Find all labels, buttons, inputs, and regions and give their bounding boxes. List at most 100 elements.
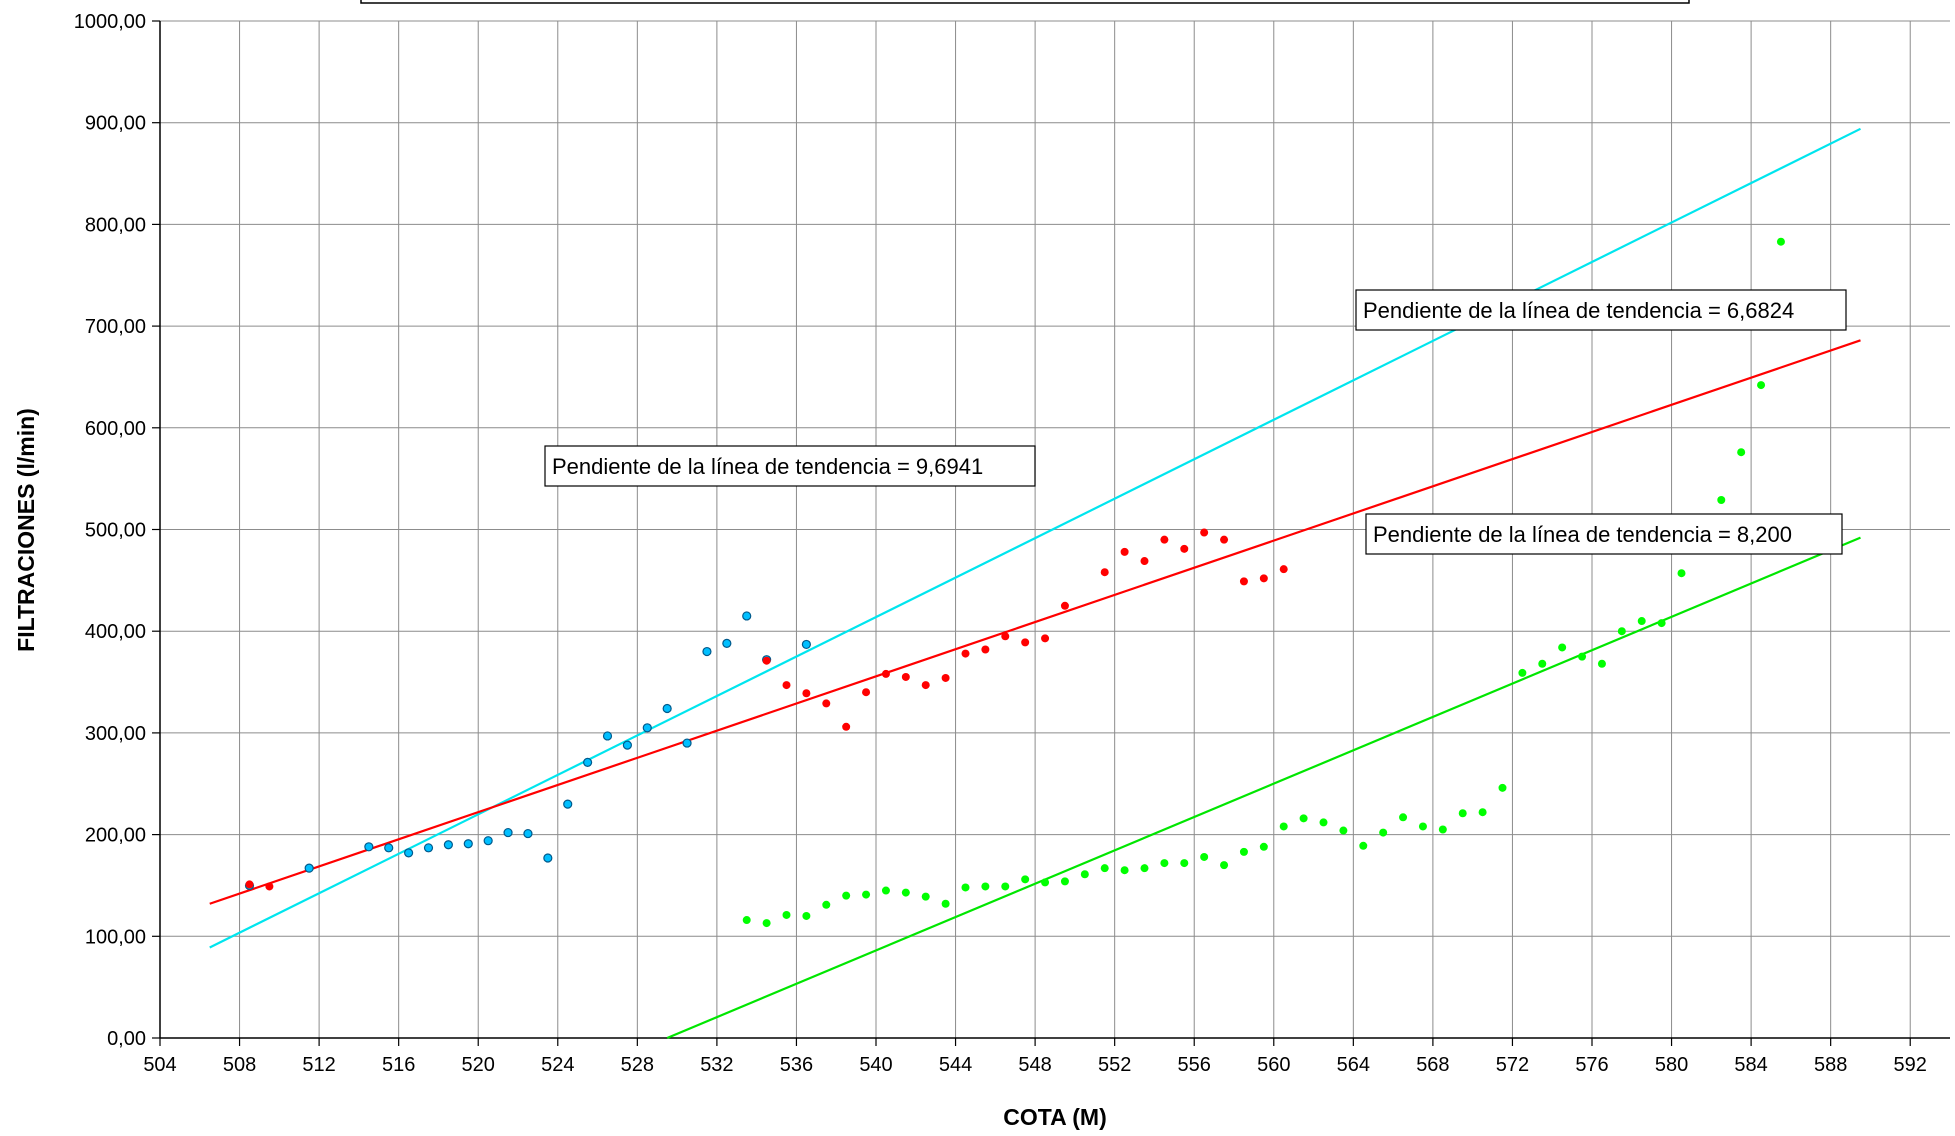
data-point (901, 888, 910, 897)
data-point (1021, 638, 1030, 647)
x-tick-label: 568 (1416, 1054, 1449, 1076)
annotation-text: Pendiente de la línea de tendencia = 6,6… (1363, 298, 1794, 323)
data-point (1538, 659, 1547, 668)
y-tick-label: 700,00 (85, 316, 146, 338)
data-point (881, 886, 890, 895)
x-tick-label: 584 (1734, 1054, 1767, 1076)
data-point (1637, 617, 1646, 626)
data-point (1239, 577, 1248, 586)
x-tick-label: 580 (1655, 1054, 1688, 1076)
data-point (423, 843, 434, 853)
data-point (1657, 619, 1666, 628)
data-point (1060, 601, 1069, 610)
data-point (881, 669, 890, 678)
data-point (1120, 866, 1129, 875)
y-tick-label: 100,00 (85, 926, 146, 948)
data-point (1299, 814, 1308, 823)
x-tick-label: 548 (1018, 1054, 1051, 1076)
data-point (1757, 381, 1766, 390)
x-tick-label: 512 (302, 1054, 335, 1076)
data-point (842, 722, 851, 731)
data-point (662, 703, 672, 714)
data-point (762, 919, 771, 928)
data-point (862, 890, 871, 899)
data-point (602, 731, 613, 741)
data-point (1359, 841, 1368, 850)
axes (152, 20, 1950, 1046)
data-point (1180, 544, 1189, 553)
data-point (1140, 557, 1149, 566)
x-tick-label: 564 (1337, 1054, 1370, 1076)
annotation-box (544, 445, 1036, 487)
data-point (1220, 535, 1229, 544)
data-point (1617, 627, 1626, 636)
data-point (1776, 237, 1785, 246)
legend-box (360, 0, 1690, 4)
data-point (404, 848, 414, 858)
data-point (1478, 808, 1487, 817)
data-point (1100, 864, 1109, 873)
x-tick-label: 556 (1178, 1054, 1211, 1076)
data-point (483, 836, 493, 846)
y-axis-label: FILTRACIONES (l/min) (13, 408, 39, 652)
data-point (1597, 659, 1606, 668)
y-tick-label: 800,00 (85, 214, 146, 236)
data-point (921, 681, 930, 690)
data-point (543, 853, 553, 863)
data-point (801, 639, 811, 650)
annotations: Pendiente de la línea de tendencia = 6,6… (544, 289, 1847, 555)
data-point (1080, 870, 1089, 879)
data-point (1060, 877, 1069, 886)
y-tick-label: 1000,00 (74, 11, 146, 33)
x-tick-label: 572 (1496, 1054, 1529, 1076)
annotation-box (1355, 289, 1847, 331)
data-points (244, 237, 1785, 928)
data-point (463, 839, 473, 849)
data-point (1220, 861, 1229, 870)
x-tick-label: 560 (1257, 1054, 1290, 1076)
data-point (1041, 878, 1050, 887)
tick-labels: 504 508 512 516 520 524 528 532 536 540 544 548 552 5… (74, 11, 1927, 1076)
x-tick-label: 544 (939, 1054, 972, 1076)
data-point (1677, 569, 1686, 578)
data-point (1558, 643, 1567, 652)
data-point (1438, 825, 1447, 834)
annotation-text: Pendiente de la línea de tendencia = 9,6… (552, 454, 983, 479)
data-point (1319, 818, 1328, 827)
data-point (1239, 847, 1248, 856)
annotation-text: Pendiente de la línea de tendencia = 8,2… (1373, 522, 1792, 547)
data-point (1737, 448, 1746, 457)
y-tick-label: 0,00 (107, 1028, 146, 1050)
data-point (1180, 859, 1189, 868)
data-point (304, 863, 314, 873)
y-tick-label: 200,00 (85, 825, 146, 847)
data-point (1279, 822, 1288, 831)
data-point (981, 882, 990, 891)
data-point (842, 891, 851, 900)
data-point (762, 656, 771, 665)
data-point (1259, 842, 1268, 851)
data-point (1021, 875, 1030, 884)
data-point (443, 840, 453, 850)
data-point (622, 740, 632, 750)
x-tick-label: 528 (621, 1054, 654, 1076)
data-point (1578, 652, 1587, 661)
x-tick-label: 516 (382, 1054, 415, 1076)
data-point (265, 882, 274, 891)
data-point (1120, 547, 1129, 556)
x-axis-label: COTA (M) (1003, 1104, 1106, 1130)
trendline (209, 339, 1861, 905)
data-point (523, 828, 533, 839)
y-tick-label: 900,00 (85, 113, 146, 135)
data-point (1001, 632, 1010, 641)
data-point (642, 723, 652, 733)
data-point (1458, 809, 1467, 818)
data-point (782, 681, 791, 690)
data-point (961, 883, 970, 892)
data-point (1379, 828, 1388, 837)
data-point (822, 900, 831, 909)
x-tick-label: 588 (1814, 1054, 1847, 1076)
data-point (1041, 634, 1050, 643)
data-point (1399, 813, 1408, 822)
